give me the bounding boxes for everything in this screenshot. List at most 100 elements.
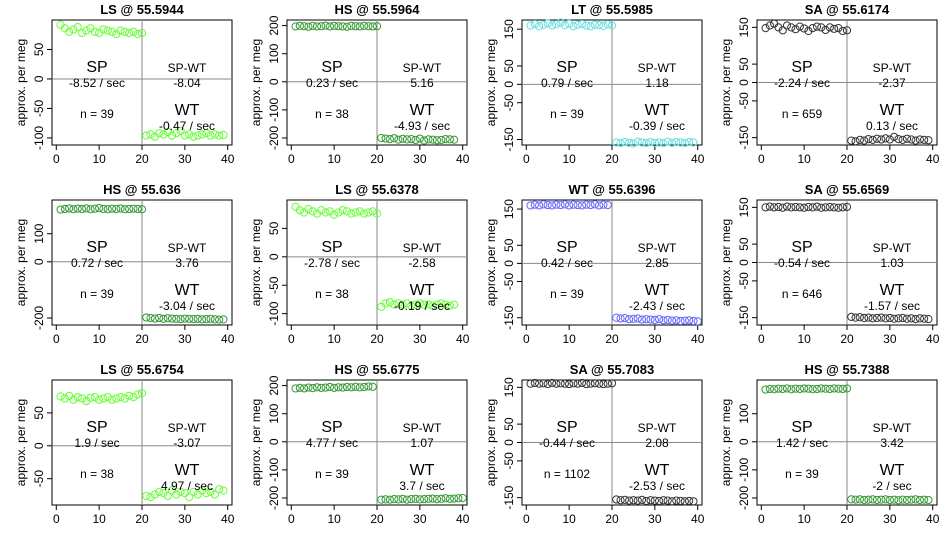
n-count: n = 39 [80, 287, 114, 301]
x-tick-label: 30 [413, 332, 427, 346]
y-tick-label: -100 [32, 126, 46, 150]
wt-point [620, 314, 629, 323]
wt-point [176, 315, 185, 324]
sp-point [539, 20, 548, 29]
spwt-value: 5.16 [410, 76, 434, 90]
wt-point [642, 139, 651, 148]
x-tick-label: 30 [883, 512, 897, 526]
wt-point [693, 317, 702, 326]
x-tick-label: 30 [413, 512, 427, 526]
wt-point [616, 496, 625, 505]
sp-label: SP [556, 59, 577, 76]
chart-title: HS @ 55.5964 [335, 2, 421, 17]
wt-point [685, 496, 694, 506]
y-tick-label: -50 [32, 470, 46, 488]
sp-point [543, 200, 552, 210]
wt-point [185, 130, 194, 139]
sp-point [330, 383, 339, 392]
wt-point [663, 496, 672, 505]
wt-point [197, 486, 207, 495]
scatter-plot: LT @ 55.5985 approx. per meg -150 -50 0 50 150… [484, 2, 705, 166]
sp-point [774, 384, 783, 393]
wt-point [898, 135, 907, 144]
spwt-value: 3.76 [175, 256, 199, 270]
wt-point [454, 494, 463, 503]
wt-point [847, 136, 856, 145]
n-count: n = 659 [782, 107, 823, 121]
wt-point [860, 136, 869, 145]
wt-point [689, 316, 698, 326]
y-tick-label: 0 [737, 259, 751, 266]
y-axis-label: approx. per meg [719, 219, 733, 306]
sp-point [65, 204, 74, 213]
wt-point [381, 495, 390, 504]
wt-point [894, 135, 903, 144]
spwt-label: SP-WT [873, 241, 912, 255]
wt-point [860, 495, 869, 505]
sp-point [125, 204, 134, 214]
x-tick-label: 20 [840, 332, 854, 346]
sp-point [300, 384, 309, 393]
sp-point [137, 389, 147, 398]
wt-point [924, 315, 933, 324]
wt-rate: -2.43 / sec [629, 299, 685, 313]
y-axis-label: approx. per meg [719, 399, 733, 486]
sp-point [116, 26, 125, 35]
sp-point [817, 384, 826, 393]
sp-point [778, 26, 787, 35]
y-tick-label: 50 [502, 238, 516, 252]
sp-point [69, 25, 78, 34]
sp-point [103, 26, 112, 35]
sp-point [334, 383, 343, 392]
sp-point [530, 200, 539, 209]
wt-rate: -0.47 / sec [159, 119, 215, 133]
wt-label: WT [410, 282, 435, 299]
sp-point [129, 27, 138, 36]
sp-point [317, 206, 326, 215]
sp-rate: 1.42 / sec [776, 436, 828, 450]
chart-panel: SA @ 55.6174 approx. per meg -150 -50 0 50 150… [710, 0, 942, 183]
wt-point [689, 138, 698, 147]
sp-point [133, 30, 142, 39]
wt-point [210, 315, 219, 324]
y-tick-label: -150 [737, 125, 751, 149]
y-tick-label: 50 [502, 59, 516, 73]
sp-point [342, 382, 352, 392]
spwt-label: SP-WT [638, 241, 677, 255]
sp-point [842, 26, 852, 35]
chart-panel: LS @ 55.6754 approx. per meg -50 0 50 0 10 20 30… [5, 360, 237, 543]
wt-point [206, 314, 215, 323]
y-axis-label: approx. per meg [14, 39, 28, 126]
sp-point [355, 22, 364, 31]
sp-point [778, 203, 787, 212]
spwt-label: SP-WT [168, 421, 207, 435]
wt-point [629, 139, 638, 148]
wt-point [911, 495, 920, 504]
sp-point [73, 393, 82, 402]
wt-point [155, 487, 164, 496]
sp-point [838, 26, 847, 36]
sp-point [774, 202, 783, 212]
sp-point [795, 203, 804, 212]
chart-title: SA @ 55.6174 [805, 2, 890, 17]
sp-point [552, 200, 561, 209]
wt-point [411, 494, 420, 503]
wt-rate: -4.93 / sec [394, 119, 450, 133]
sp-point [321, 208, 330, 217]
wt-point [398, 134, 407, 143]
sp-rate: -2.24 / sec [774, 76, 830, 90]
x-tick-label: 20 [605, 332, 619, 346]
wt-point [907, 135, 916, 144]
wt-point [616, 314, 625, 323]
y-tick-label: -50 [737, 92, 751, 110]
spwt-label: SP-WT [168, 241, 207, 255]
sp-point [838, 203, 847, 212]
wt-point [659, 139, 668, 148]
n-count: n = 39 [550, 287, 584, 301]
wt-point [637, 315, 647, 324]
sp-point [107, 27, 117, 36]
y-tick-label: 50 [32, 406, 46, 420]
sp-point [556, 200, 565, 210]
wt-point [437, 135, 446, 145]
